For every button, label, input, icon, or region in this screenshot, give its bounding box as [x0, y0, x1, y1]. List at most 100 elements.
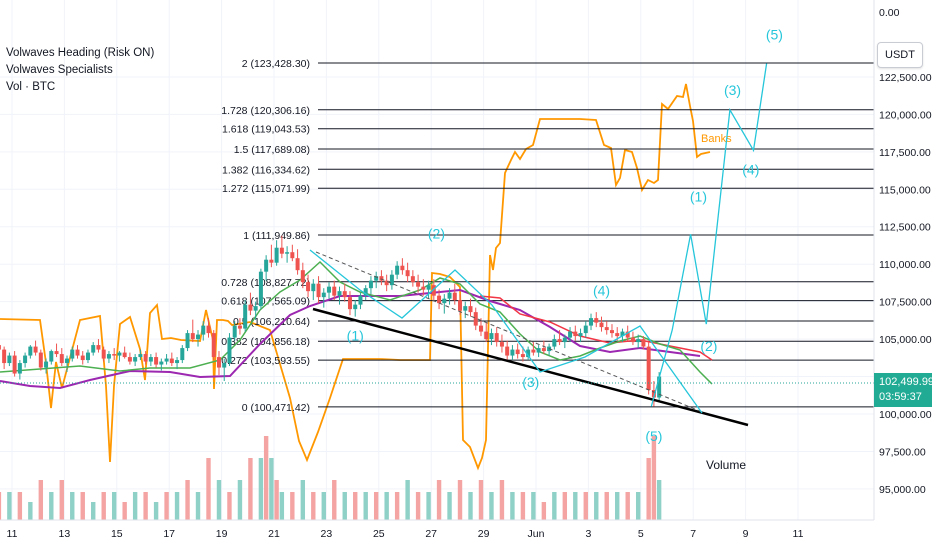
- volume-bar: [70, 492, 75, 520]
- time-axis-tick[interactable]: 15: [111, 528, 123, 540]
- candle-body: [253, 306, 258, 311]
- legend-indicator-volume[interactable]: Vol · BTC: [6, 81, 56, 93]
- volume-bar: [646, 458, 651, 520]
- time-axis-tick[interactable]: 11: [7, 528, 18, 540]
- candle-body: [311, 283, 316, 292]
- fib-level-label: 0.5 (106,210.64): [233, 316, 310, 328]
- candle-body: [12, 355, 17, 374]
- candle-body: [363, 288, 368, 296]
- volume-bar: [384, 492, 389, 520]
- volume-bar: [510, 492, 515, 520]
- candle-body: [143, 354, 148, 362]
- candle-body: [112, 354, 117, 356]
- time-axis-tick[interactable]: 23: [321, 528, 333, 540]
- price-axis-tick[interactable]: 110,000.00: [879, 259, 931, 271]
- price-axis-tick[interactable]: 100,000.00: [879, 409, 932, 421]
- time-axis-tick[interactable]: 3: [585, 528, 591, 540]
- time-axis-tick[interactable]: 19: [216, 528, 228, 540]
- last-price-tag: 102,499.99 03:59:37: [874, 373, 932, 407]
- time-axis-tick[interactable]: Jun: [528, 528, 545, 540]
- candle-body: [505, 346, 510, 356]
- candle-body: [117, 352, 122, 356]
- support-trendline[interactable]: [312, 307, 749, 427]
- candle-body: [442, 298, 447, 304]
- candle-body: [421, 286, 426, 290]
- candle-body: [589, 318, 594, 326]
- time-axis-tick[interactable]: 13: [59, 528, 71, 540]
- candle-body: [295, 258, 300, 271]
- volume-bar: [7, 492, 12, 520]
- volume-bar: [615, 492, 620, 520]
- price-axis-tick[interactable]: 0.00: [879, 7, 900, 19]
- legend-indicator-heading[interactable]: Volwaves Heading (Risk ON): [6, 47, 155, 59]
- price-axis-tick[interactable]: 120,000.00: [879, 109, 932, 121]
- time-axis-tick[interactable]: 29: [478, 528, 490, 540]
- volume-bar: [635, 492, 641, 520]
- candle-body: [185, 333, 190, 349]
- candle-body: [169, 358, 174, 364]
- candle-body: [279, 247, 284, 254]
- candle-body: [526, 349, 531, 358]
- candle-body: [258, 271, 263, 307]
- candle-body: [568, 331, 573, 338]
- candle-body: [646, 346, 651, 391]
- candle-body: [154, 357, 159, 365]
- volume-bar: [405, 480, 410, 520]
- candle-body: [416, 282, 421, 287]
- candle-body: [237, 325, 242, 329]
- candle-body: [337, 291, 342, 296]
- volume-bar: [174, 492, 180, 520]
- candle-body: [552, 339, 557, 347]
- wave-label: (1): [347, 328, 364, 344]
- volume-bar: [447, 492, 452, 520]
- time-axis-tick[interactable]: 7: [690, 528, 696, 540]
- time-axis-tick[interactable]: 11: [793, 528, 804, 540]
- fib-level-label: 0.728 (108,827.72): [221, 277, 310, 289]
- fib-level-label: 1.5 (117,689.08): [234, 144, 310, 156]
- candle-body: [0, 345, 1, 350]
- candle-body: [620, 331, 625, 337]
- volume-bar: [562, 492, 568, 520]
- time-axis-tick[interactable]: 9: [743, 528, 749, 540]
- banks-line: [0, 83, 711, 471]
- volume-bar: [353, 492, 358, 520]
- candle-body: [368, 280, 373, 289]
- candle-body: [384, 280, 389, 286]
- candle-body: [641, 339, 646, 347]
- volume-bar: [656, 480, 662, 520]
- legend-indicator-specialists[interactable]: Volwaves Specialists: [6, 64, 113, 76]
- last-price-value: 102,499.99: [879, 376, 932, 388]
- candle-body: [2, 349, 7, 364]
- candle-body: [494, 333, 499, 343]
- price-axis-tick[interactable]: 97,500.00: [879, 446, 926, 458]
- price-axis-tick[interactable]: 105,000.00: [879, 334, 932, 346]
- volume-bar: [132, 492, 138, 520]
- candle-body: [148, 357, 153, 362]
- price-axis-tick[interactable]: 112,500.00: [879, 222, 931, 234]
- candle-body: [49, 351, 54, 362]
- volume-bar: [457, 480, 463, 520]
- time-axis-tick[interactable]: 25: [373, 528, 385, 540]
- price-axis-tick[interactable]: 115,000.00: [879, 184, 931, 196]
- price-axis-tick[interactable]: 117,500.00: [879, 147, 931, 159]
- candle-body: [636, 339, 641, 343]
- time-axis-tick[interactable]: 21: [268, 528, 280, 540]
- volume-bar: [436, 480, 442, 520]
- currency-button[interactable]: USDT: [877, 42, 923, 68]
- time-axis-tick[interactable]: 5: [638, 528, 644, 540]
- wave-label: (3): [724, 82, 741, 98]
- price-axis-tick[interactable]: 122,500.00: [879, 72, 932, 84]
- candle-body: [269, 259, 274, 263]
- price-axis-tick[interactable]: 95,000.00: [879, 484, 926, 496]
- candle-body: [206, 325, 211, 334]
- time-axis-tick[interactable]: 27: [425, 528, 437, 540]
- volume-bar: [373, 492, 379, 520]
- volume-bar: [248, 458, 253, 520]
- price-axis-tick[interactable]: 107,500.00: [879, 297, 932, 309]
- volume-bar: [363, 492, 368, 520]
- wave-label: (5): [645, 428, 662, 444]
- candle-body: [17, 363, 22, 374]
- candle-body: [431, 285, 436, 296]
- time-axis-tick[interactable]: 17: [163, 528, 175, 540]
